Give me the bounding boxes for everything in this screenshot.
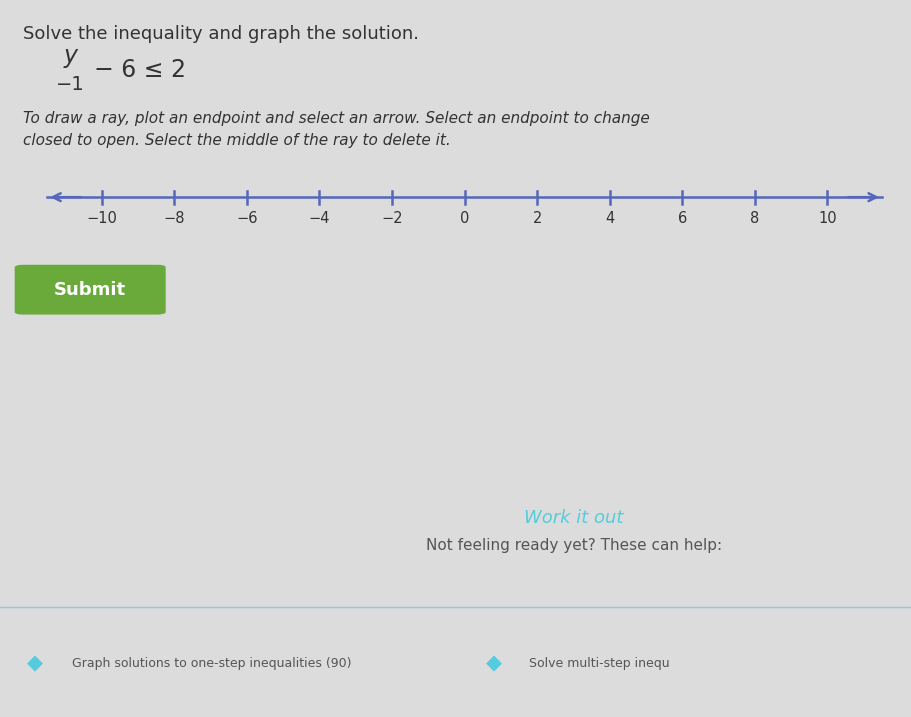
Text: 2: 2 — [533, 211, 542, 226]
Text: ◆: ◆ — [486, 653, 502, 673]
Text: Graph solutions to one-step inequalities (90): Graph solutions to one-step inequalities… — [72, 657, 351, 670]
Text: Solve the inequality and graph the solution.: Solve the inequality and graph the solut… — [23, 25, 419, 43]
Text: −10: −10 — [87, 211, 118, 226]
Text: Work it out: Work it out — [524, 509, 624, 527]
Text: 4: 4 — [605, 211, 614, 226]
FancyBboxPatch shape — [15, 265, 166, 315]
Text: y: y — [63, 44, 77, 68]
Text: −1: −1 — [56, 75, 85, 94]
Text: 8: 8 — [751, 211, 760, 226]
Text: −4: −4 — [309, 211, 330, 226]
Text: 6: 6 — [678, 211, 687, 226]
Text: −2: −2 — [381, 211, 403, 226]
Text: Submit: Submit — [54, 280, 127, 299]
Text: closed to open. Select the middle of the ray to delete it.: closed to open. Select the middle of the… — [23, 133, 451, 148]
Text: 0: 0 — [460, 211, 469, 226]
Text: ◆: ◆ — [27, 653, 43, 673]
Text: Solve multi-step inequ: Solve multi-step inequ — [529, 657, 670, 670]
Text: To draw a ray, plot an endpoint and select an arrow. Select an endpoint to chang: To draw a ray, plot an endpoint and sele… — [23, 111, 650, 126]
Text: −6: −6 — [236, 211, 258, 226]
Text: −8: −8 — [164, 211, 185, 226]
Text: − 6 ≤ 2: − 6 ≤ 2 — [94, 57, 186, 82]
Text: Not feeling ready yet? These can help:: Not feeling ready yet? These can help: — [425, 538, 722, 553]
Text: 10: 10 — [818, 211, 837, 226]
